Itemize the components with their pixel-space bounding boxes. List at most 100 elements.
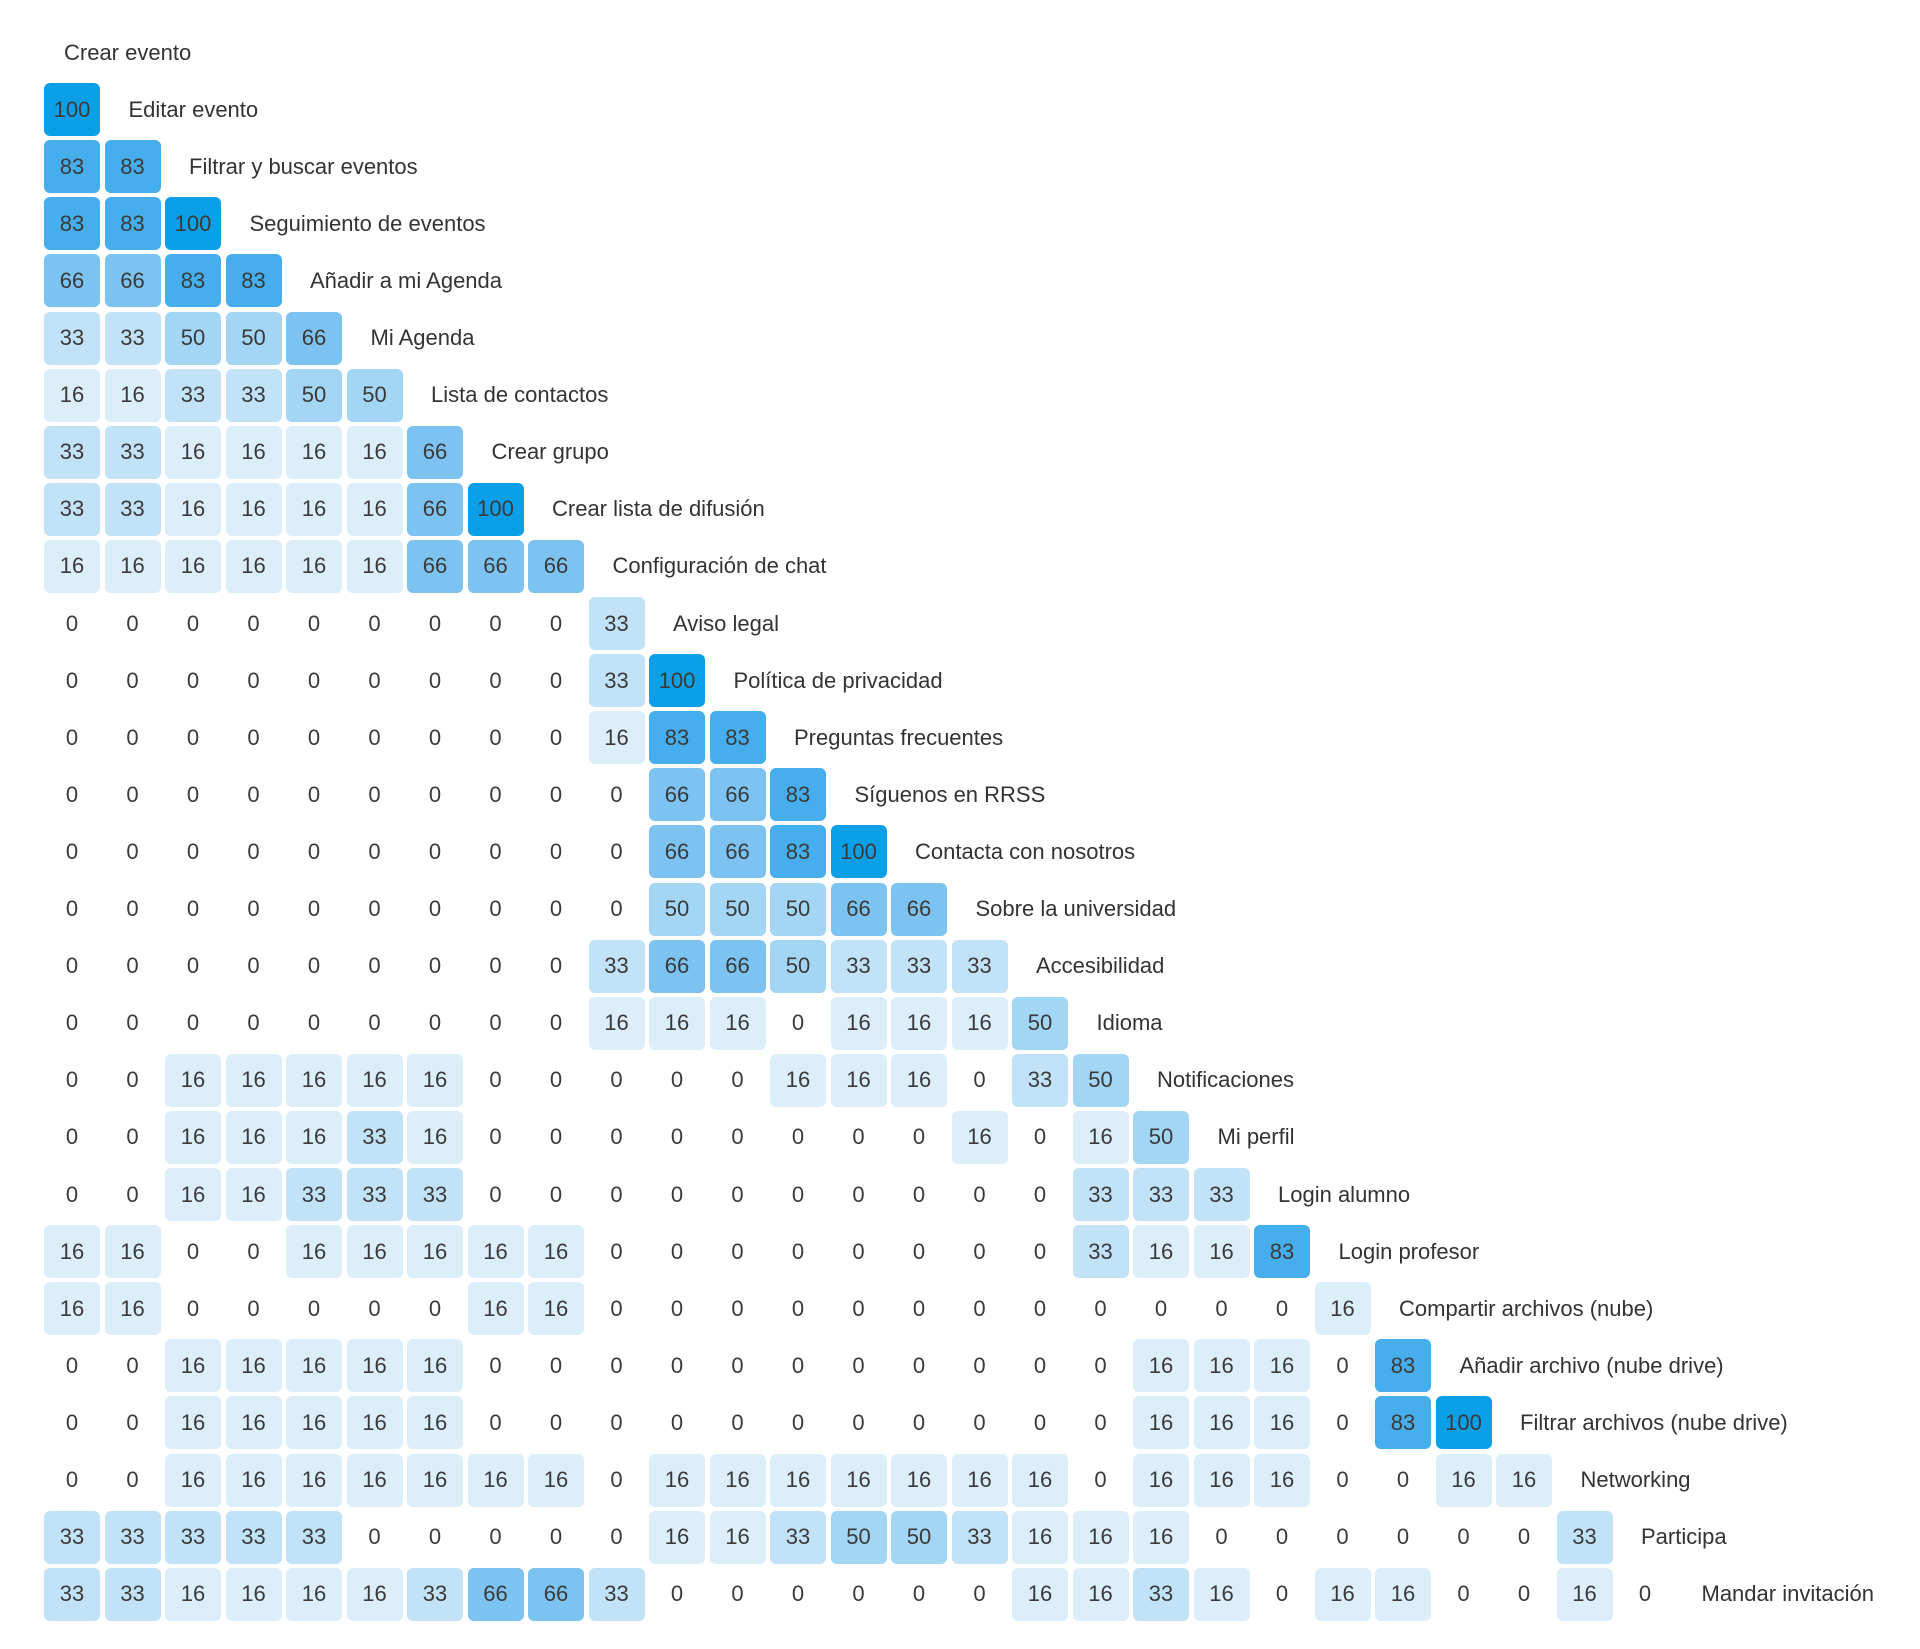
heatmap-cell: 0 bbox=[649, 1168, 705, 1221]
heatmap-cell: 0 bbox=[467, 1168, 524, 1221]
heatmap-cell: 33 bbox=[44, 425, 100, 479]
heatmap-cell: 16 bbox=[407, 1225, 463, 1279]
heatmap-cell: 50 bbox=[709, 882, 766, 936]
heatmap-cell: 0 bbox=[588, 882, 645, 936]
heatmap-cell: 16 bbox=[1435, 1453, 1492, 1507]
heatmap-cell: 0 bbox=[225, 711, 282, 765]
heatmap-cell: 16 bbox=[1133, 1339, 1189, 1393]
heatmap-cell: 0 bbox=[528, 1510, 584, 1564]
heatmap-cell: 16 bbox=[225, 1396, 282, 1450]
row-label: Filtrar y buscar eventos bbox=[189, 153, 418, 179]
heatmap-cell: 0 bbox=[165, 939, 221, 993]
heatmap-cell: 0 bbox=[1012, 1168, 1068, 1221]
heatmap-cell: 33 bbox=[830, 939, 887, 993]
heatmap-cell: 0 bbox=[588, 1168, 645, 1221]
heatmap-cell: 16 bbox=[165, 1567, 221, 1621]
row-label: Sobre la universidad bbox=[975, 896, 1177, 921]
heatmap-cell: 16 bbox=[225, 425, 282, 479]
heatmap-cell: 0 bbox=[1375, 1453, 1431, 1507]
heatmap-cell: 100 bbox=[649, 654, 705, 708]
row-label: Mi Agenda bbox=[370, 325, 475, 350]
heatmap-cell: 16 bbox=[165, 1339, 221, 1393]
heatmap-cell: 0 bbox=[649, 1567, 705, 1621]
heatmap-cell: 0 bbox=[1193, 1510, 1250, 1564]
heatmap-cell: 0 bbox=[1012, 1110, 1068, 1164]
heatmap-cell: 16 bbox=[1556, 1567, 1613, 1621]
heatmap-cell: 0 bbox=[44, 711, 100, 765]
heatmap-cell: 0 bbox=[44, 1453, 100, 1507]
heatmap-cell: 0 bbox=[407, 1282, 463, 1336]
heatmap-cell: 16 bbox=[225, 1567, 282, 1621]
heatmap-cell: 16 bbox=[165, 1396, 221, 1450]
row-label: Añadir a mi Agenda bbox=[310, 267, 503, 293]
heatmap-cell: 0 bbox=[770, 1396, 826, 1450]
heatmap-cell: 0 bbox=[951, 1225, 1008, 1279]
heatmap-cell: 0 bbox=[891, 1339, 947, 1393]
heatmap-cell: 0 bbox=[286, 768, 342, 822]
heatmap-cell: 83 bbox=[104, 197, 161, 251]
heatmap-cell: 16 bbox=[286, 1567, 342, 1621]
heatmap-cell: 0 bbox=[346, 654, 403, 708]
heatmap-cell: 0 bbox=[709, 1168, 766, 1221]
heatmap-cell: 0 bbox=[1072, 1282, 1129, 1336]
heatmap-cell: 0 bbox=[891, 1168, 947, 1221]
heatmap-cell: 0 bbox=[44, 768, 100, 822]
heatmap-cell: 50 bbox=[225, 311, 282, 365]
heatmap-cell: 0 bbox=[1072, 1339, 1129, 1393]
heatmap-cell: 16 bbox=[1072, 1567, 1129, 1621]
heatmap-cell: 0 bbox=[225, 1282, 282, 1336]
heatmap-cell: 0 bbox=[1012, 1225, 1068, 1279]
heatmap-cell: 16 bbox=[165, 482, 221, 536]
heatmap-cell: 0 bbox=[407, 654, 463, 708]
heatmap-cell: 83 bbox=[225, 254, 282, 308]
row-label: Crear grupo bbox=[491, 439, 609, 465]
heatmap-cell: 16 bbox=[104, 368, 161, 422]
heatmap-cell: 0 bbox=[346, 939, 403, 993]
heatmap-cell: 0 bbox=[346, 1510, 403, 1564]
heatmap-cell: 0 bbox=[709, 1053, 766, 1107]
heatmap-cell: 0 bbox=[1072, 1396, 1129, 1450]
heatmap-cell: 16 bbox=[1133, 1225, 1189, 1279]
heatmap-cell: 0 bbox=[588, 768, 645, 822]
heatmap-cell: 16 bbox=[44, 1282, 100, 1336]
heatmap-cell: 0 bbox=[346, 711, 403, 765]
heatmap-cell: 16 bbox=[1072, 1510, 1129, 1564]
heatmap-cell: 0 bbox=[44, 1396, 100, 1450]
heatmap-cell: 0 bbox=[891, 1567, 947, 1621]
heatmap-cell: 0 bbox=[225, 597, 282, 650]
heatmap-cell: 0 bbox=[1314, 1453, 1371, 1507]
heatmap-cell: 0 bbox=[830, 1567, 887, 1621]
heatmap-cell: 16 bbox=[709, 1510, 766, 1564]
heatmap-cell: 16 bbox=[286, 482, 342, 536]
heatmap-cell: 16 bbox=[44, 539, 100, 593]
heatmap-cell: 0 bbox=[346, 825, 403, 879]
heatmap-cell: 33 bbox=[951, 1510, 1008, 1564]
heatmap-cell: 0 bbox=[649, 1339, 705, 1393]
heatmap-cell: 0 bbox=[104, 825, 161, 879]
heatmap-cell: 0 bbox=[528, 1396, 584, 1450]
heatmap-cell: 0 bbox=[528, 597, 584, 650]
heatmap-cell: 0 bbox=[104, 1396, 161, 1450]
heatmap-cell: 0 bbox=[104, 996, 161, 1050]
row-label: Networking bbox=[1580, 1467, 1691, 1492]
heatmap-cell: 33 bbox=[104, 1510, 161, 1564]
heatmap-cell: 0 bbox=[649, 1282, 705, 1336]
heatmap-cell: 0 bbox=[165, 1225, 221, 1279]
heatmap-cell: 16 bbox=[528, 1225, 584, 1279]
heatmap-cell: 0 bbox=[649, 1396, 705, 1450]
heatmap-cell: 0 bbox=[528, 711, 584, 765]
heatmap-cell: 16 bbox=[588, 711, 645, 765]
heatmap-cell: 0 bbox=[407, 768, 463, 822]
heatmap-cell: 16 bbox=[1254, 1453, 1310, 1507]
heatmap-cell: 0 bbox=[165, 654, 221, 708]
heatmap-cell: 0 bbox=[588, 1053, 645, 1107]
heatmap-cell: 16 bbox=[528, 1453, 584, 1507]
heatmap-cell: 66 bbox=[649, 768, 705, 822]
heatmap-cell: 16 bbox=[951, 1453, 1008, 1507]
heatmap-cell: 0 bbox=[588, 1282, 645, 1336]
heatmap-cell: 83 bbox=[44, 140, 100, 194]
heatmap-cell: 0 bbox=[951, 1053, 1008, 1107]
heatmap-cell: 16 bbox=[1012, 1453, 1068, 1507]
heatmap-cell: 66 bbox=[104, 254, 161, 308]
